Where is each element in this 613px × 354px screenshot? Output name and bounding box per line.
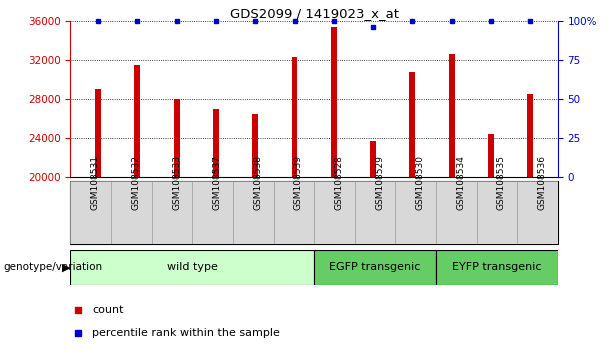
Bar [292, 57, 297, 177]
Bar [409, 72, 416, 177]
Bar [152, 181, 192, 244]
Bar [314, 181, 355, 244]
Bar [213, 109, 219, 177]
Bar [253, 114, 258, 177]
Bar [70, 181, 111, 244]
Text: GSM108533: GSM108533 [172, 155, 181, 210]
Bar [273, 181, 314, 244]
Bar [314, 250, 436, 285]
Bar [134, 65, 140, 177]
Text: GSM108532: GSM108532 [131, 155, 140, 210]
Bar [111, 181, 152, 244]
Text: wild type: wild type [167, 262, 218, 272]
Bar [477, 181, 517, 244]
Bar [70, 250, 314, 285]
Bar [517, 181, 558, 244]
Text: GSM108537: GSM108537 [213, 155, 222, 210]
Text: percentile rank within the sample: percentile rank within the sample [93, 328, 280, 338]
Text: GSM108534: GSM108534 [456, 155, 465, 210]
Bar [173, 99, 180, 177]
Bar [95, 89, 101, 177]
Text: genotype/variation: genotype/variation [3, 262, 102, 272]
Text: EYFP transgenic: EYFP transgenic [452, 262, 542, 272]
Bar [192, 181, 233, 244]
Text: GSM108528: GSM108528 [335, 155, 343, 210]
Title: GDS2099 / 1419023_x_at: GDS2099 / 1419023_x_at [230, 7, 398, 20]
Text: GSM108539: GSM108539 [294, 155, 303, 210]
Text: EGFP transgenic: EGFP transgenic [329, 262, 421, 272]
Text: ▶: ▶ [62, 262, 70, 272]
Text: GSM108538: GSM108538 [253, 155, 262, 210]
Text: GSM108536: GSM108536 [538, 155, 547, 210]
Bar [436, 250, 558, 285]
Bar [527, 94, 533, 177]
Bar [436, 181, 477, 244]
Bar [233, 181, 273, 244]
Bar [449, 54, 455, 177]
Bar [331, 27, 337, 177]
Bar [370, 141, 376, 177]
Bar [355, 181, 395, 244]
Text: GSM108531: GSM108531 [91, 155, 100, 210]
Text: GSM108530: GSM108530 [416, 155, 425, 210]
Text: GSM108535: GSM108535 [497, 155, 506, 210]
Text: count: count [93, 305, 124, 315]
Bar [488, 134, 494, 177]
Text: GSM108529: GSM108529 [375, 155, 384, 210]
Bar [395, 181, 436, 244]
